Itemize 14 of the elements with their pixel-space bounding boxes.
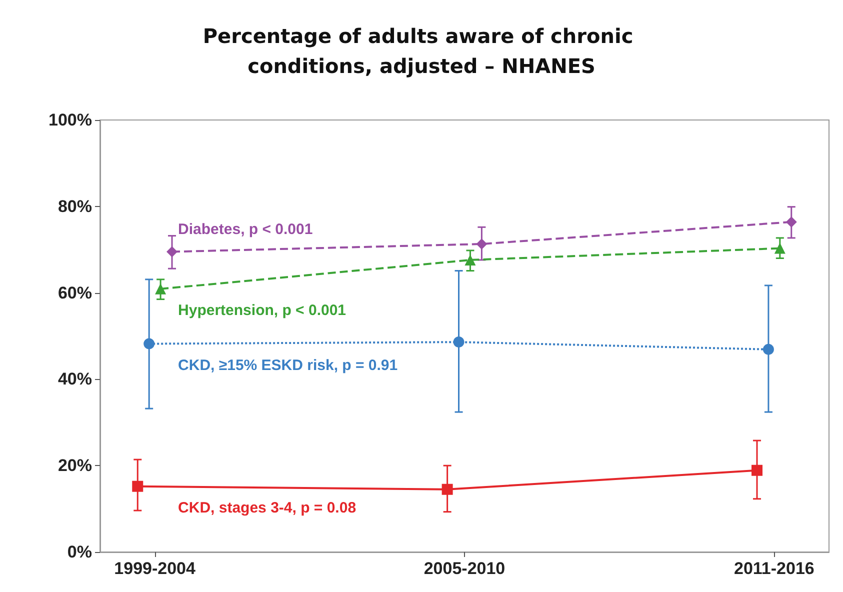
series-label: CKD, ≥15% ESKD risk, p = 0.91 bbox=[178, 356, 398, 374]
x-tick-label: 2005-2010 bbox=[424, 559, 506, 578]
x-tick-label: 1999-2004 bbox=[114, 559, 196, 578]
x-tick-label: 2011-2016 bbox=[734, 559, 814, 578]
y-tick-label: 0% bbox=[67, 542, 92, 562]
series-label: Diabetes, p < 0.001 bbox=[178, 220, 313, 238]
series-label: CKD, stages 3-4, p = 0.08 bbox=[178, 499, 356, 516]
y-tick-label: 80% bbox=[58, 196, 92, 216]
y-tick-label: 60% bbox=[58, 283, 92, 302]
y-tick-label: 100% bbox=[48, 110, 92, 130]
y-tick-label: 20% bbox=[58, 456, 92, 476]
chart-title: Percentage of adults aware of chronic conditions, adjusted – NHANES bbox=[202, 24, 640, 78]
series-label: Hypertension, p < 0.001 bbox=[178, 302, 346, 319]
y-tick-label: 40% bbox=[58, 370, 92, 389]
